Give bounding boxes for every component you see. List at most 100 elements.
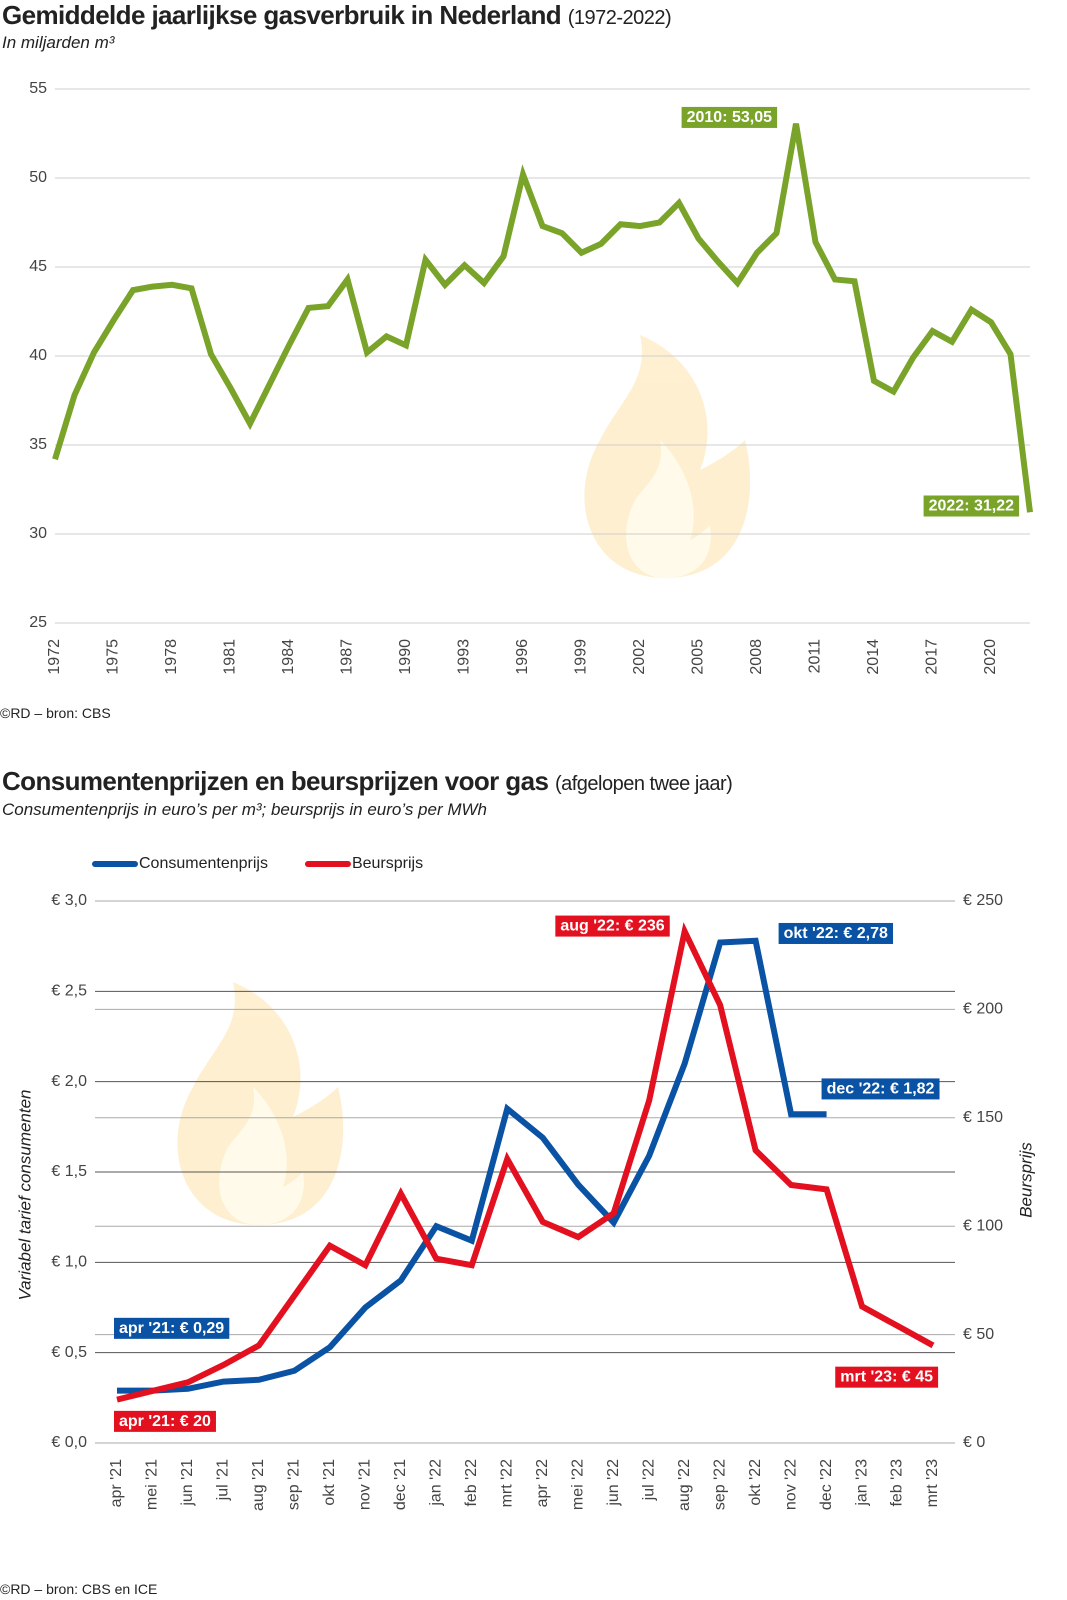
value-label-box	[923, 495, 1020, 517]
y-tick-label: 35	[29, 436, 47, 453]
title-suffix: (1972-2022)	[568, 7, 671, 29]
value-label: mrt '23: € 45	[835, 1366, 939, 1388]
y-tick-label: € 1,5	[51, 1163, 87, 1180]
x-tick-label: nov '21	[357, 1459, 374, 1510]
y2-tick-label: € 50	[963, 1326, 994, 1343]
value-label-box	[681, 106, 778, 128]
value-label-text: apr '21: € 0,29	[119, 1320, 224, 1337]
x-tick-label: mei '22	[569, 1459, 586, 1510]
title-main: Consumentenprijzen en beursprijzen voor …	[2, 766, 548, 796]
y-tick-label: 55	[29, 80, 47, 97]
chart-title: Gemiddelde jaarlijkse gasverbruik in Ned…	[2, 0, 671, 30]
x-tick-label: okt '22	[747, 1459, 764, 1506]
value-label: aug '22: € 236	[555, 915, 670, 937]
y-tick-label: 30	[29, 525, 47, 542]
value-label-text: okt '22: € 2,78	[784, 925, 888, 942]
x-tick-label: mrt '22	[498, 1459, 515, 1508]
x-tick-label: 2014	[865, 639, 882, 675]
x-tick-label: 2008	[748, 639, 765, 675]
value-label-text: dec '22: € 1,82	[827, 1080, 935, 1097]
source: ©RD – bron: CBS	[0, 705, 111, 721]
chart-title: Consumentenprijzen en beursprijzen voor …	[2, 766, 732, 796]
y-tick-label: 45	[29, 258, 47, 275]
x-tick-label: 2020	[982, 639, 999, 675]
x-tick-label: 1990	[397, 639, 414, 675]
x-tick-label: 1972	[46, 639, 63, 675]
value-label-text: 2022: 31,22	[929, 498, 1015, 515]
value-label: dec '22: € 1,82	[821, 1078, 940, 1100]
x-tick-label: sep '21	[286, 1459, 303, 1510]
x-tick-label: 1978	[163, 639, 180, 675]
x-tick-label: 1975	[105, 639, 122, 675]
value-label-box	[821, 1078, 940, 1100]
x-tick-label: jun '22	[605, 1459, 622, 1507]
y2-tick-label: € 100	[963, 1217, 1003, 1234]
x-tick-label: mrt '23	[924, 1459, 941, 1508]
source: ©RD – bron: CBS en ICE	[0, 1581, 157, 1597]
x-tick-label: jan '22	[428, 1459, 445, 1507]
series-line	[116, 922, 935, 1403]
series-line	[52, 123, 1033, 513]
legend-label: Beursprijs	[352, 855, 423, 872]
x-tick-label: mei '21	[144, 1459, 161, 1510]
y2-axis-label: Beursprijs	[1016, 1142, 1035, 1218]
legend-label: Consumentenprijs	[139, 855, 268, 872]
title-suffix: (afgelopen twee jaar)	[555, 773, 732, 795]
value-label: apr '21: € 0,29	[114, 1317, 230, 1339]
y2-tick-label: € 250	[963, 892, 1003, 909]
x-tick-label: apr '21	[108, 1459, 125, 1508]
y-tick-label: € 2,5	[51, 983, 87, 1000]
value-label-box	[114, 1317, 230, 1339]
x-tick-label: dec '22	[818, 1459, 835, 1510]
x-tick-label: okt '21	[321, 1459, 338, 1506]
value-label-text: aug '22: € 236	[560, 918, 664, 935]
y-tick-label: € 1,0	[51, 1254, 87, 1271]
y-tick-label: € 2,0	[51, 1073, 87, 1090]
x-tick-label: feb '22	[463, 1459, 480, 1507]
y-tick-label: 40	[29, 347, 47, 364]
x-tick-label: aug '22	[676, 1459, 693, 1511]
x-tick-label: dec '21	[392, 1459, 409, 1510]
x-tick-label: 1981	[222, 639, 239, 675]
flame-decoration	[177, 335, 751, 1225]
value-label: 2022: 31,22	[923, 495, 1020, 517]
chart-subtitle: Consumentenprijs in euro’s per m³; beurs…	[2, 800, 487, 819]
value-label-box	[114, 1410, 216, 1432]
x-tick-label: jun '21	[179, 1459, 196, 1507]
x-tick-label: aug '21	[250, 1459, 267, 1511]
x-tick-label: 2002	[631, 639, 648, 675]
x-tick-label: jul '22	[640, 1459, 657, 1501]
x-tick-label: 2017	[924, 639, 941, 675]
value-label-box	[778, 922, 894, 944]
y-tick-label: 50	[29, 169, 47, 186]
chart-subtitle: In miljarden m³	[2, 33, 116, 52]
value-label: okt '22: € 2,78	[778, 922, 894, 944]
x-tick-label: 2005	[690, 639, 707, 675]
x-tick-label: 2011	[807, 639, 824, 674]
y-tick-label: € 0,5	[51, 1344, 87, 1361]
value-label-box	[835, 1366, 939, 1388]
title-main: Gemiddelde jaarlijkse gasverbruik in Ned…	[2, 0, 561, 30]
x-tick-label: nov '22	[782, 1459, 799, 1510]
value-label-box	[555, 915, 670, 937]
y-tick-label: € 3,0	[51, 892, 87, 909]
y-axis-label: Variabel tarief consumenten	[15, 1089, 34, 1300]
x-tick-label: 1984	[280, 639, 297, 675]
x-tick-label: 1987	[339, 639, 356, 675]
x-tick-label: feb '23	[889, 1459, 906, 1507]
x-tick-label: jan '23	[853, 1459, 870, 1507]
y-tick-label: € 0,0	[51, 1434, 87, 1451]
y2-tick-label: € 150	[963, 1109, 1003, 1126]
x-tick-label: jul '21	[215, 1459, 232, 1501]
y2-tick-label: € 200	[963, 1001, 1003, 1018]
x-tick-label: apr '22	[534, 1459, 551, 1508]
y2-tick-label: € 0	[963, 1434, 985, 1451]
value-label-text: mrt '23: € 45	[840, 1369, 933, 1386]
x-tick-label: 1996	[514, 639, 531, 675]
x-tick-label: sep '22	[711, 1459, 728, 1510]
x-tick-label: 1999	[573, 639, 590, 675]
y-tick-label: 25	[29, 614, 47, 631]
x-tick-label: 1993	[456, 639, 473, 675]
value-label: 2010: 53,05	[681, 106, 778, 128]
